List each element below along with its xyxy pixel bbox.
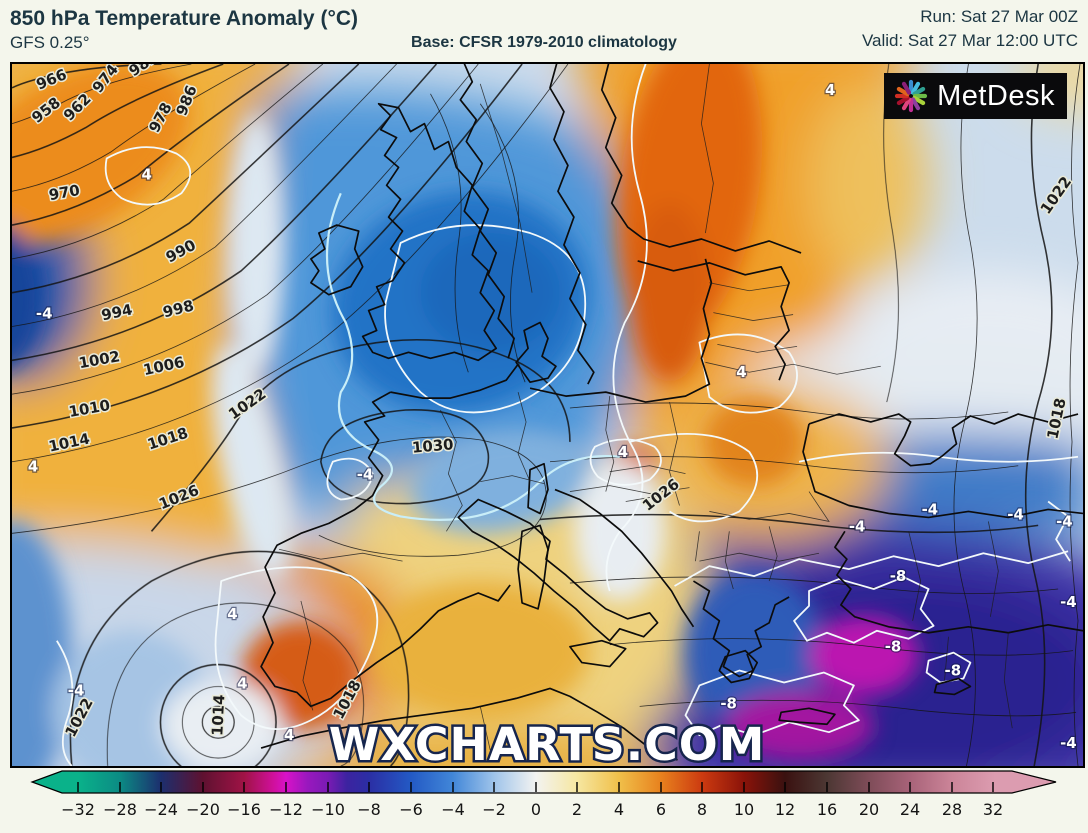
weather-map: 958 962 966 970 974 978 982 986 990 994 … <box>10 62 1085 768</box>
colorbar-tick-label: 2 <box>572 800 582 819</box>
colorbar-tick-label: 8 <box>697 800 707 819</box>
isobar-label: 1014 <box>208 694 228 736</box>
anomaly-label: 4 <box>237 674 247 692</box>
colorbar-tick-label: −28 <box>103 800 137 819</box>
colorbar-tick-label: 4 <box>614 800 624 819</box>
anomaly-label: -8 <box>885 638 902 656</box>
run-time-label: Run: Sat 27 Mar 00Z <box>920 7 1078 26</box>
colorbar-tick-labels: −32 −28 −24 −20 −16 −12 −10 −8 −6 −4 −2 … <box>61 800 1003 819</box>
colorbar-tick-label: −2 <box>482 800 506 819</box>
colorbar-tick-label: 20 <box>859 800 879 819</box>
valid-time-label: Valid: Sat 27 Mar 12:00 UTC <box>861 31 1078 50</box>
anomaly-label: 4 <box>142 165 152 183</box>
anomaly-label: 4 <box>736 363 746 381</box>
colorbar-tick-label: −12 <box>269 800 303 819</box>
anomaly-label: -8 <box>890 567 907 585</box>
anomaly-label: 4 <box>227 605 237 623</box>
anomaly-contours <box>56 64 1079 766</box>
country-borders <box>278 64 1013 761</box>
anomaly-label: -4 <box>68 681 85 699</box>
colorbar: −32 −28 −24 −20 −16 −12 −10 −8 −6 −4 −2 … <box>30 770 1057 819</box>
anomaly-label: 4 <box>825 81 835 99</box>
anomaly-label: -4 <box>922 500 939 518</box>
anomaly-label: -4 <box>357 466 374 484</box>
anomaly-label: -4 <box>1056 512 1073 530</box>
anomaly-label: -4 <box>1007 505 1024 523</box>
anomaly-label: -8 <box>720 694 737 712</box>
anomaly-value-labels: 4 -4 4 -4 4 4 4 4 4 4 -4 -4 -8 -8 -8 -8 … <box>27 80 1078 754</box>
model-label: GFS 0.25° <box>10 33 90 52</box>
page-title: 850 hPa Temperature Anomaly (°C) <box>10 7 358 30</box>
field-cores <box>12 64 919 766</box>
colorbar-ticks <box>77 782 994 792</box>
coastlines <box>260 64 1083 761</box>
colorbar-tick-label: 0 <box>531 800 541 819</box>
colorbar-tick-label: −24 <box>144 800 178 819</box>
colorbar-tick-label: −6 <box>399 800 423 819</box>
colorbar-tick-label: −16 <box>227 800 261 819</box>
logo-starburst-icon <box>894 79 928 113</box>
anomaly-label: -4 <box>36 305 53 323</box>
anomaly-label: 4 <box>618 443 628 461</box>
colorbar-bar <box>30 770 1057 794</box>
colorbar-tick-label: 12 <box>775 800 795 819</box>
isobar-lines <box>12 64 1081 766</box>
isobar-label: 1030 <box>411 435 454 457</box>
colorbar-tick-label: 32 <box>983 800 1003 819</box>
colorbar-tick-label: −20 <box>186 800 220 819</box>
anomaly-label: 4 <box>28 458 38 476</box>
colorbar-tick-label: −10 <box>311 800 345 819</box>
colorbar-tick-label: 10 <box>734 800 754 819</box>
colorbar-tick-label: −8 <box>357 800 381 819</box>
climatology-base-label: Base: CFSR 1979-2010 climatology <box>411 34 677 51</box>
anomaly-label: -4 <box>849 517 866 535</box>
anomaly-label: -8 <box>945 662 962 680</box>
anomaly-label: -4 <box>1060 593 1077 611</box>
colorbar-tick-label: 24 <box>900 800 920 819</box>
colorbar-tick-label: 6 <box>656 800 666 819</box>
anomaly-label: -4 <box>1060 734 1077 752</box>
colorbar-tick-label: 28 <box>942 800 962 819</box>
metdesk-logo: MetDesk <box>884 73 1067 119</box>
colorbar-tick-label: −4 <box>441 800 465 819</box>
watermark-text: WXCHARTS.COM <box>329 718 766 766</box>
anomaly-label: 4 <box>284 726 294 744</box>
anomaly-field: 958 962 966 970 974 978 982 986 990 994 … <box>12 64 1083 766</box>
colorbar-tick-label: −32 <box>61 800 95 819</box>
logo-text: MetDesk <box>937 79 1055 112</box>
colorbar-tick-label: 16 <box>817 800 837 819</box>
